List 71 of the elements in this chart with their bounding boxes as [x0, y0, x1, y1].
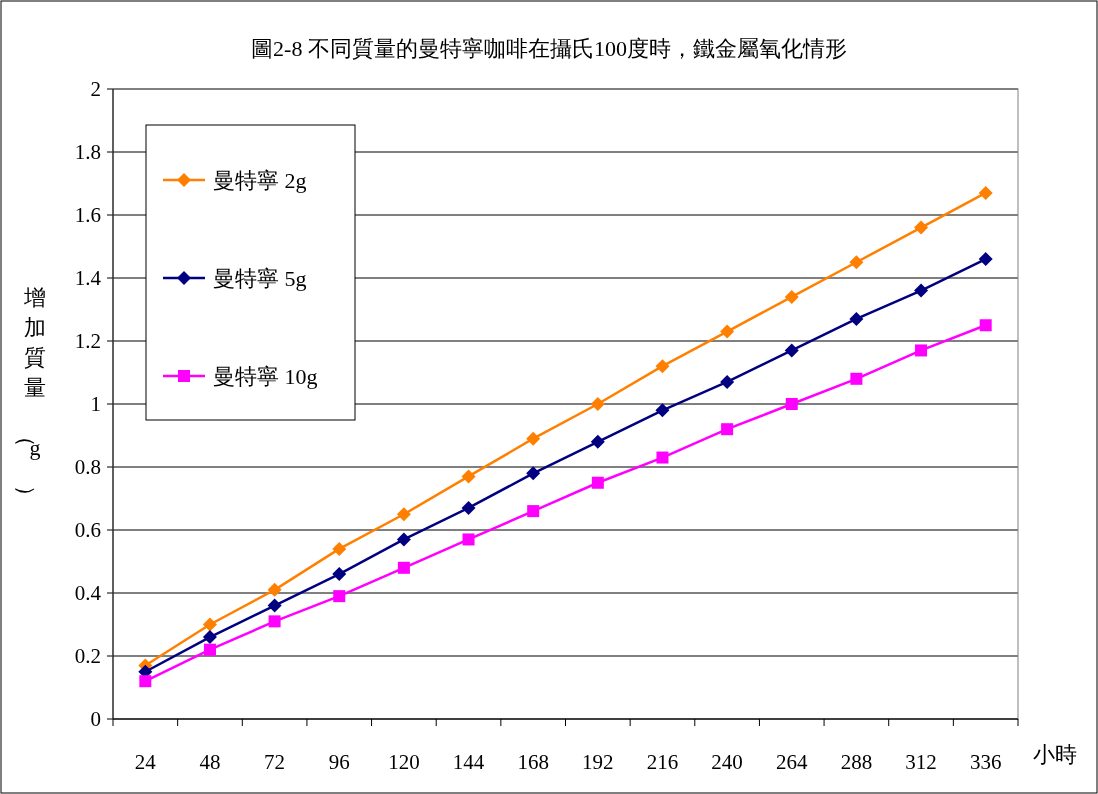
x-tick-label: 336 — [969, 750, 1002, 774]
point — [267, 582, 282, 597]
x-tick-label: 312 — [905, 750, 937, 774]
y-tick-label: 0.4 — [74, 581, 102, 605]
point — [785, 398, 798, 410]
point — [526, 466, 541, 481]
point — [397, 561, 410, 574]
x-tick-label: 72 — [264, 750, 286, 774]
x-tick-label: 24 — [134, 750, 157, 774]
point — [333, 590, 346, 603]
x-tick-label: 216 — [646, 750, 679, 774]
point — [721, 423, 734, 436]
legend-label: 曼特寧 10g — [213, 364, 318, 389]
point — [332, 567, 347, 582]
point — [849, 255, 864, 270]
x-tick-label: 240 — [711, 750, 743, 774]
chart-title: 圖2-8 不同質量的曼特寧咖啡在攝氏100度時，鐵金屬氧化情形 — [251, 36, 847, 61]
point — [978, 185, 993, 200]
point — [655, 403, 670, 418]
point — [784, 289, 799, 304]
point — [203, 643, 216, 656]
point — [268, 615, 281, 628]
point — [462, 533, 475, 546]
y-tick-label: 1.8 — [74, 140, 101, 164]
point — [527, 505, 540, 518]
x-tick-label: 120 — [388, 750, 420, 774]
x-tick-label: 192 — [582, 750, 614, 774]
point — [655, 359, 670, 374]
y-tick-label: 1.2 — [74, 329, 101, 353]
point — [267, 598, 282, 613]
y-tick-label: 1.4 — [74, 266, 102, 290]
point — [914, 220, 929, 235]
point — [720, 374, 735, 389]
point — [591, 476, 604, 489]
y-tick-label: 0 — [90, 707, 101, 731]
x-tick-label: 96 — [328, 750, 350, 774]
legend-label: 曼特寧 5g — [213, 266, 307, 291]
point — [461, 469, 476, 484]
x-tick-label: 144 — [452, 750, 485, 774]
point — [396, 507, 411, 522]
point — [202, 617, 217, 632]
point — [656, 451, 669, 464]
point — [202, 630, 217, 645]
point — [590, 434, 605, 449]
point — [978, 252, 993, 267]
point — [461, 500, 476, 515]
x-tick-label: 264 — [776, 750, 808, 774]
y-tick-label: 0.8 — [74, 455, 101, 479]
point — [396, 532, 411, 547]
point — [849, 311, 864, 326]
x-tick-label: 288 — [840, 750, 873, 774]
point — [139, 675, 152, 688]
point — [850, 372, 863, 385]
x-axis-title: 小時 — [1033, 742, 1077, 767]
point — [590, 397, 605, 411]
y-tick-label: 1.6 — [74, 203, 101, 227]
point — [720, 324, 735, 339]
point — [784, 343, 799, 358]
legend-label: 曼特寧 2g — [213, 168, 307, 193]
point — [915, 344, 928, 357]
y-tick-label: 2 — [90, 77, 101, 101]
point — [526, 431, 541, 446]
point — [914, 283, 929, 298]
point — [979, 319, 992, 332]
y-tick-label: 1 — [90, 392, 101, 416]
x-tick-label: 168 — [517, 750, 549, 774]
y-tick-label: 0.6 — [74, 518, 101, 542]
point — [332, 541, 347, 556]
y-tick-label: 0.2 — [74, 644, 101, 668]
x-tick-label: 48 — [199, 750, 221, 774]
y-axis-title: 增加質量（g） — [14, 285, 46, 507]
